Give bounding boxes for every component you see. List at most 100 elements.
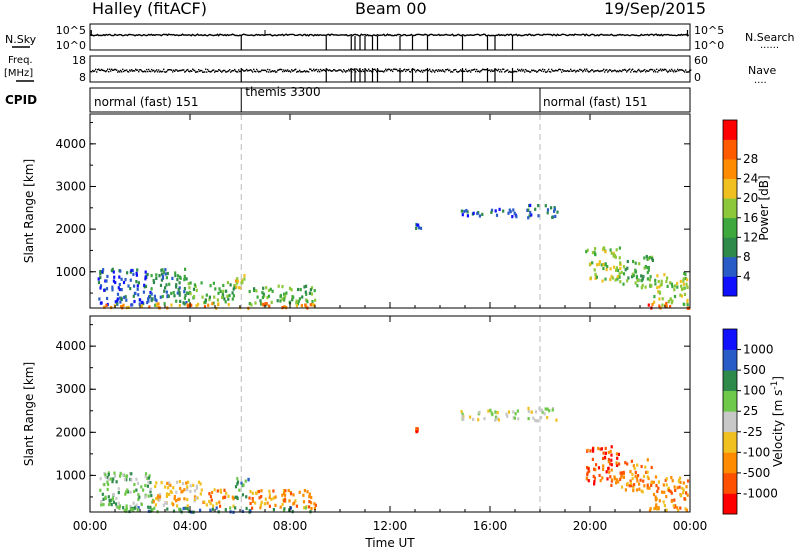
power-cell <box>676 281 679 286</box>
velocity-cell <box>638 487 641 491</box>
power-cell <box>277 284 280 288</box>
freq-point <box>180 69 182 72</box>
velocity-cell <box>192 483 195 487</box>
velocity-cell <box>283 499 286 503</box>
freq-point <box>406 69 408 71</box>
power-cell <box>673 294 677 299</box>
freq-point <box>172 71 174 73</box>
power-cell <box>494 209 497 213</box>
velocity-cell <box>681 486 684 491</box>
freq-point <box>657 71 659 73</box>
velocity-cell <box>251 497 254 501</box>
power-cell <box>228 293 231 298</box>
velocity-cell <box>287 488 290 493</box>
freq-point <box>176 69 178 71</box>
power-cell <box>122 303 125 307</box>
power-cell <box>651 257 654 261</box>
freq-point <box>611 70 613 73</box>
velocity-cell <box>219 488 222 492</box>
velocity-cell <box>686 493 689 497</box>
freq-point <box>336 70 338 72</box>
velocity-cell <box>648 509 652 513</box>
velocity-cell <box>284 489 287 493</box>
power-cell <box>596 263 599 267</box>
freq-point <box>255 71 257 73</box>
power-cell <box>170 303 173 307</box>
power-cell <box>114 280 117 285</box>
power-cell <box>124 278 127 282</box>
freq-point <box>477 70 479 73</box>
power-cell <box>308 291 311 295</box>
freq-point <box>541 70 543 72</box>
power-cell <box>673 288 676 292</box>
freq-point <box>625 69 627 71</box>
freq-point <box>495 68 497 71</box>
freq-point <box>430 70 432 72</box>
freq-point <box>356 68 358 70</box>
freq-point <box>608 70 610 72</box>
velocity-cell <box>244 479 247 483</box>
power-cell <box>683 271 686 275</box>
velocity-cell <box>274 495 277 499</box>
freq-point <box>165 71 167 73</box>
power-cell <box>185 277 188 281</box>
freq-point <box>243 70 245 72</box>
velocity-cell <box>677 509 680 513</box>
power-cell <box>232 294 235 298</box>
freq-point <box>170 69 172 71</box>
freq-point <box>221 71 223 73</box>
power-cell <box>133 299 136 304</box>
power-cell <box>466 214 469 218</box>
velocity-cell <box>169 483 172 487</box>
freq-point <box>577 69 579 72</box>
freq-point <box>145 71 147 73</box>
freq-point <box>304 70 306 72</box>
freq-point <box>200 69 202 72</box>
freq-point <box>499 71 501 73</box>
velocity-cell <box>602 464 605 468</box>
velocity-colorbar-segment <box>723 452 737 474</box>
power-cell <box>682 277 685 281</box>
power-cell <box>647 268 650 272</box>
freq-point <box>599 70 601 73</box>
power-cell <box>176 278 179 282</box>
freq-point <box>400 71 402 73</box>
freq-point <box>651 68 653 71</box>
power-cell <box>614 255 617 259</box>
freq-point <box>301 71 303 73</box>
freq-point <box>423 69 425 72</box>
power-cell <box>164 286 167 290</box>
freq-point <box>244 70 246 72</box>
freq-point <box>421 69 423 72</box>
velocity-cell <box>290 492 293 496</box>
power-cell <box>515 215 518 219</box>
velocity-cell <box>140 485 143 489</box>
power-cell <box>507 211 510 215</box>
power-cell <box>614 278 617 282</box>
power-cell <box>106 302 109 307</box>
freq-point <box>250 69 252 71</box>
freq-point <box>368 68 370 70</box>
velocity-cell <box>195 484 198 488</box>
freq-point <box>654 69 656 71</box>
freq-point <box>461 70 463 72</box>
velocity-cell <box>619 471 622 475</box>
velocity-cell <box>149 487 152 491</box>
power-cell <box>686 303 689 307</box>
freq-point <box>184 71 186 73</box>
velocity-cell <box>209 494 212 499</box>
freq-point <box>92 69 94 72</box>
power-cell <box>636 284 639 288</box>
velocity-cell <box>516 409 519 413</box>
power-cell <box>634 281 637 285</box>
power-cell <box>513 211 516 215</box>
velocity-cell <box>147 509 150 513</box>
power-cell <box>155 276 158 280</box>
freq-point <box>647 70 649 72</box>
velocity-cell <box>147 505 150 509</box>
freq-point <box>143 71 145 73</box>
power-cell <box>208 298 211 302</box>
freq-point <box>428 69 430 72</box>
freq-point <box>606 69 608 71</box>
velocity-cell <box>109 477 112 481</box>
